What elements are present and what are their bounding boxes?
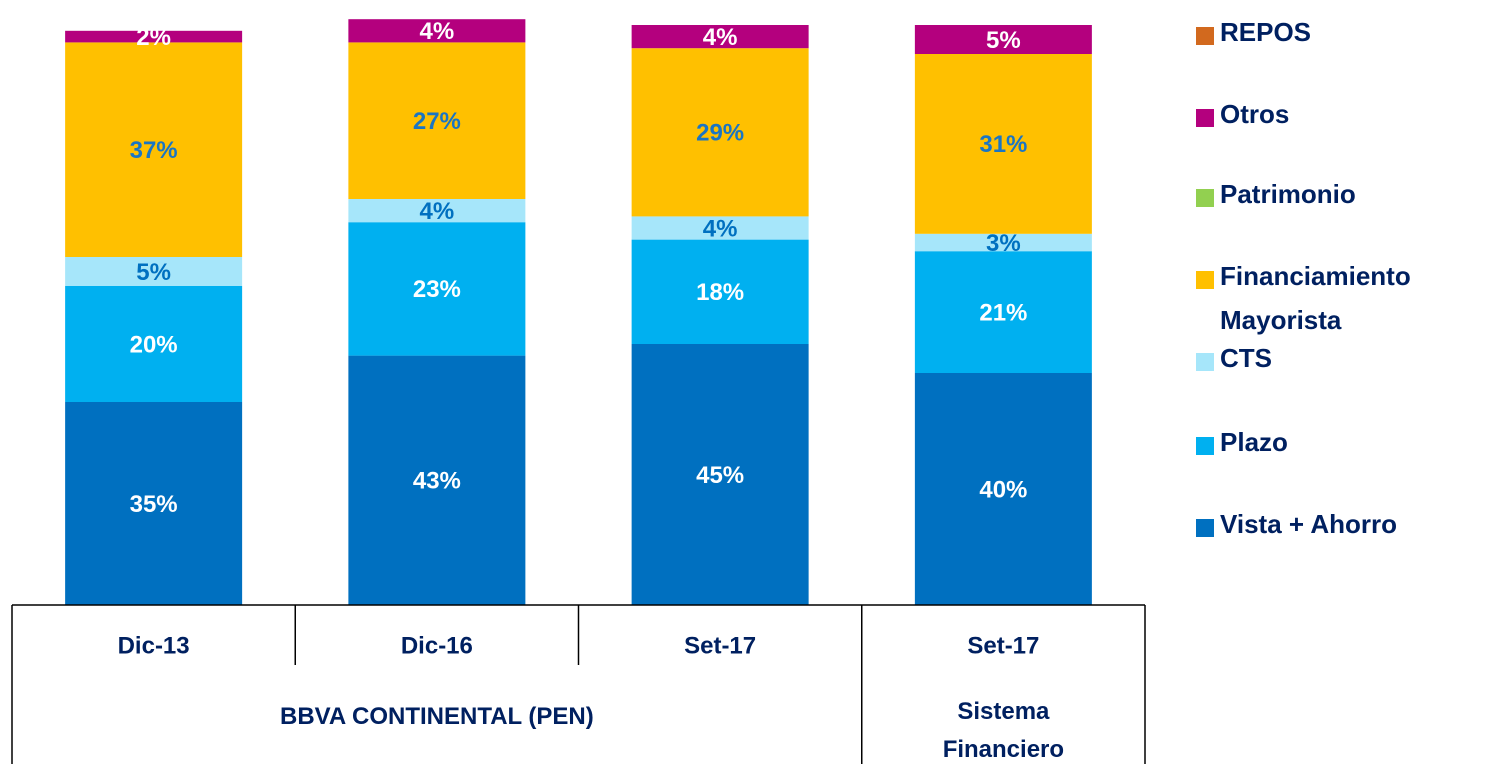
legend-swatch — [1196, 437, 1214, 455]
bar-segment — [348, 199, 526, 223]
bar-segment — [348, 222, 526, 356]
bar-segment — [65, 30, 243, 43]
bar-segment — [914, 25, 1092, 54]
legend-swatch — [1196, 353, 1214, 371]
data-label: 31% — [979, 131, 1027, 158]
bar-segment — [65, 286, 243, 402]
legend-item: REPOS — [1196, 17, 1496, 54]
legend-swatch — [1196, 27, 1214, 45]
legend-item: Vista + Ahorro — [1196, 509, 1496, 546]
legend-item: Otros — [1196, 99, 1496, 136]
legend-swatch — [1196, 189, 1214, 207]
legend-swatch — [1196, 519, 1214, 537]
legend-label: REPOS — [1220, 17, 1312, 47]
bar-segment — [348, 355, 526, 605]
bar-segment — [631, 239, 809, 344]
data-label: 45% — [696, 462, 744, 489]
data-label: 20% — [130, 331, 178, 358]
legend-label: Patrimonio — [1220, 179, 1356, 209]
bar-segment — [348, 19, 526, 43]
legend-label: Plazo — [1220, 427, 1288, 457]
data-label: 35% — [130, 491, 178, 518]
data-label: 23% — [413, 276, 461, 303]
data-label: 18% — [696, 279, 744, 306]
x-tick-label: Dic-13 — [118, 632, 190, 659]
x-tick-label: Dic-16 — [401, 632, 473, 659]
bar-segment — [631, 25, 809, 49]
bar-segment — [631, 216, 809, 240]
legend-label: Financiamiento Mayorista — [1220, 261, 1411, 335]
legend-item: Plazo — [1196, 427, 1496, 464]
bar-segment — [65, 257, 243, 286]
bar-segment — [914, 233, 1092, 252]
data-label: 27% — [413, 108, 461, 135]
bar-segment — [348, 42, 526, 200]
data-label: 4% — [703, 215, 738, 242]
legend-label: Vista + Ahorro — [1220, 509, 1397, 539]
bar-segment — [65, 42, 243, 258]
data-label: 29% — [696, 120, 744, 147]
data-label: 37% — [130, 137, 178, 164]
x-tick-label: Set-17 — [967, 632, 1039, 659]
legend-swatch — [1196, 271, 1214, 289]
legend-label: CTS — [1220, 343, 1272, 373]
legend-item: Financiamiento Mayorista — [1196, 261, 1496, 342]
group-label: BBVA CONTINENTAL (PEN) — [279, 703, 594, 730]
bar-segment — [65, 402, 243, 605]
data-label: 4% — [703, 24, 738, 51]
legend-swatch — [1196, 109, 1214, 127]
data-label: 5% — [986, 27, 1021, 54]
legend-item: Patrimonio — [1196, 179, 1496, 216]
legend-item: CTS — [1196, 343, 1496, 380]
bar-segment — [914, 251, 1092, 373]
bar-segment — [914, 54, 1092, 234]
bar-segment — [631, 344, 809, 605]
legend-label: Otros — [1220, 99, 1290, 129]
data-label: 40% — [979, 476, 1027, 503]
group-label: Sistema Financiero — [942, 698, 1065, 763]
x-tick-label: Set-17 — [684, 632, 756, 659]
data-label: 3% — [986, 230, 1021, 257]
data-label: 4% — [420, 18, 455, 45]
data-label: 4% — [420, 198, 455, 225]
bar-segment — [914, 373, 1092, 605]
data-label: 2% — [136, 24, 171, 51]
data-label: 43% — [413, 468, 461, 495]
bar-segment — [631, 48, 809, 217]
data-label: 5% — [136, 259, 171, 286]
data-label: 21% — [979, 299, 1027, 326]
